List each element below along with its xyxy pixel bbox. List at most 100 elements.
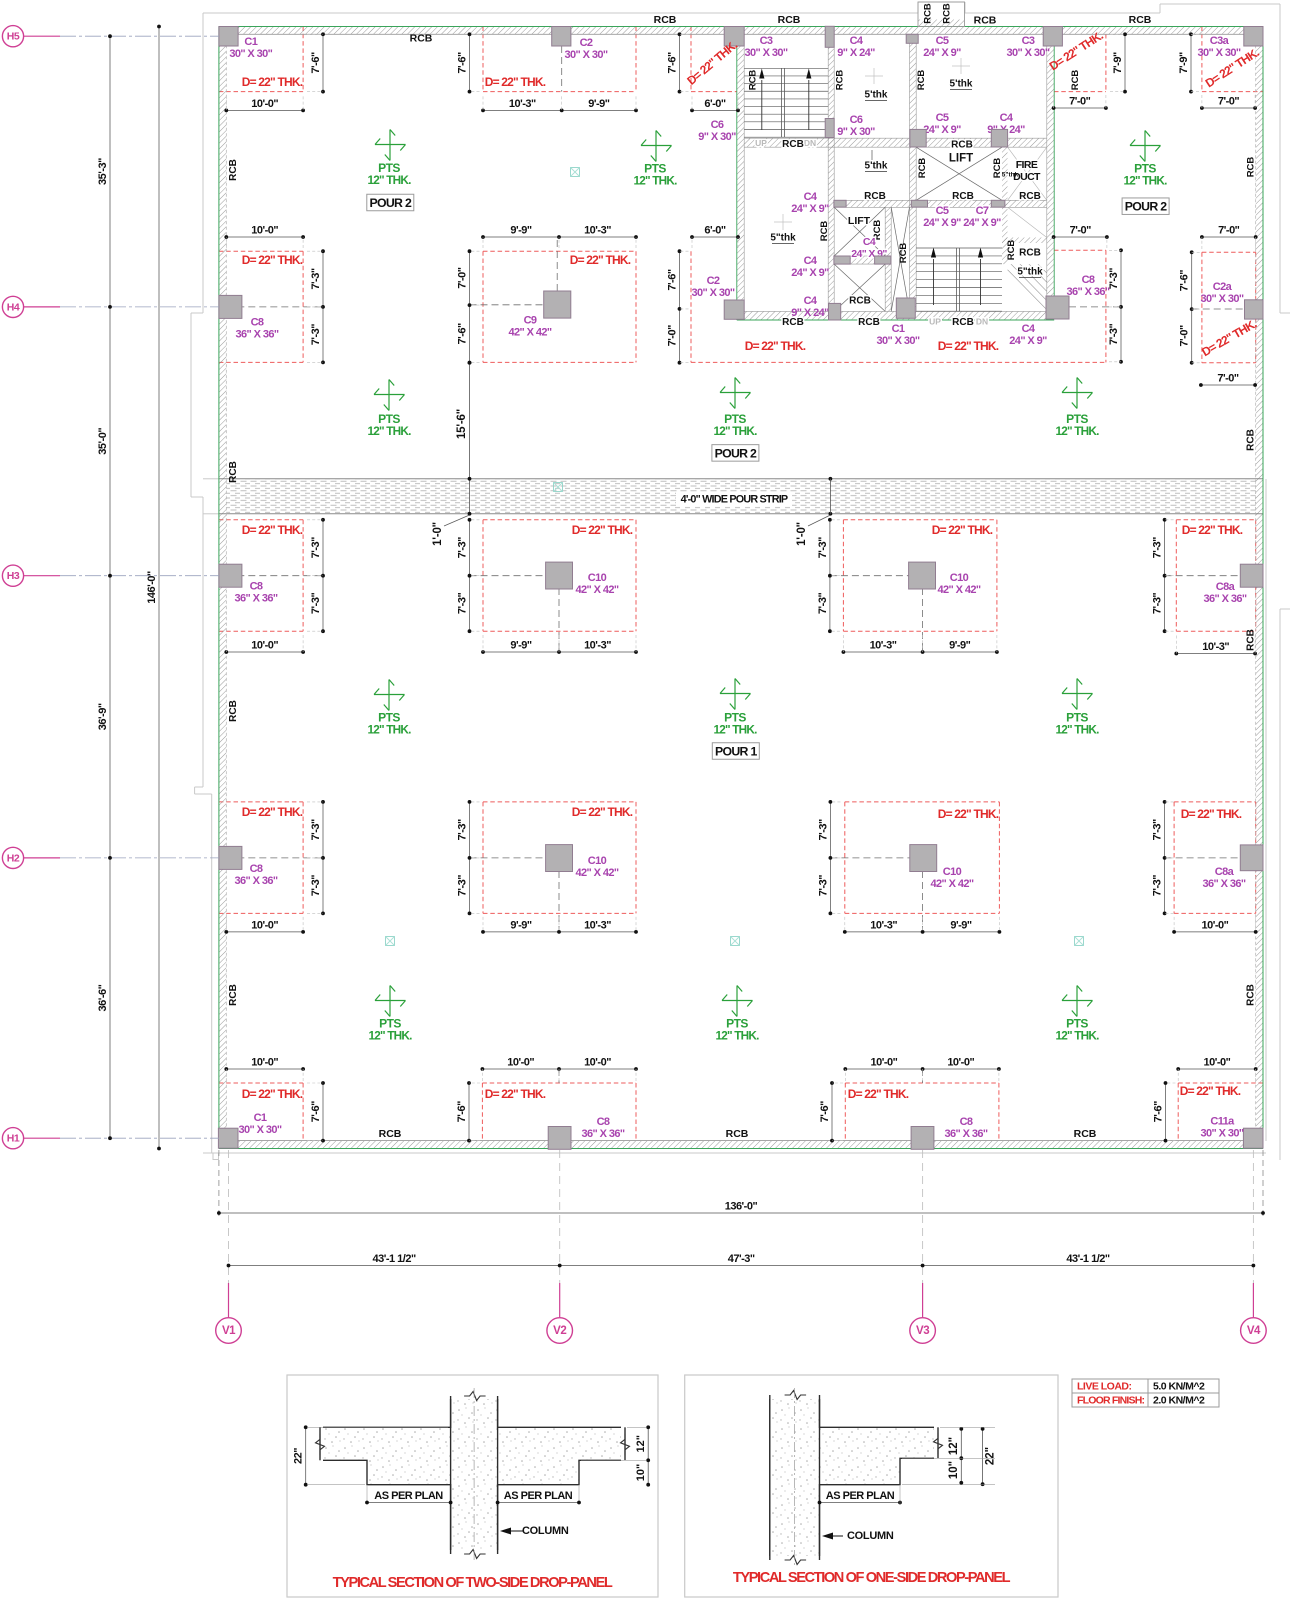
- svg-text:42" X 42": 42" X 42": [576, 584, 619, 596]
- svg-text:30" X 30": 30" X 30": [229, 48, 272, 60]
- svg-text:1'-0": 1'-0": [796, 522, 808, 546]
- svg-text:C4: C4: [1022, 323, 1036, 335]
- svg-text:12" THK.: 12" THK.: [1055, 424, 1099, 438]
- svg-text:7'-3": 7'-3": [310, 268, 322, 290]
- svg-text:136'-0": 136'-0": [725, 1201, 758, 1213]
- svg-text:RCB: RCB: [872, 220, 883, 241]
- svg-text:7'-3": 7'-3": [310, 537, 322, 559]
- svg-text:9" X 30": 9" X 30": [698, 131, 736, 143]
- svg-text:D= 22" THK.: D= 22" THK.: [1199, 317, 1259, 360]
- svg-text:RCB: RCB: [849, 296, 871, 307]
- svg-text:7'-6": 7'-6": [667, 269, 679, 291]
- svg-text:C1: C1: [244, 36, 257, 48]
- svg-text:D= 22" THK.: D= 22" THK.: [1181, 807, 1242, 821]
- svg-text:RCB: RCB: [992, 158, 1003, 179]
- svg-text:30" X 30": 30" X 30": [1007, 47, 1050, 59]
- svg-text:12" THK.: 12" THK.: [368, 1029, 412, 1043]
- svg-text:RCB: RCB: [1245, 429, 1256, 451]
- svg-text:H5: H5: [7, 31, 20, 43]
- svg-text:RCB: RCB: [654, 14, 677, 26]
- svg-text:RCB: RCB: [410, 33, 433, 45]
- svg-text:POUR 2: POUR 2: [1125, 200, 1167, 214]
- svg-text:7'-6": 7'-6": [667, 52, 679, 74]
- svg-text:12" THK.: 12" THK.: [1123, 174, 1167, 188]
- svg-text:D= 22" THK.: D= 22" THK.: [848, 1087, 909, 1101]
- svg-text:7'-3": 7'-3": [1108, 268, 1120, 290]
- svg-text:36" X 36": 36" X 36": [235, 593, 278, 605]
- svg-text:30" X 30": 30" X 30": [565, 49, 608, 61]
- svg-text:TYPICAL SECTION OF TWO-SIDE DR: TYPICAL SECTION OF TWO-SIDE DROP-PANEL: [333, 1575, 613, 1591]
- svg-text:RCB: RCB: [1006, 240, 1017, 261]
- svg-text:30" X 30": 30" X 30": [239, 1124, 282, 1136]
- svg-text:C9: C9: [524, 315, 537, 327]
- svg-text:9'-9": 9'-9": [510, 640, 532, 652]
- svg-text:36" X 36": 36" X 36": [945, 1128, 988, 1140]
- svg-text:D= 22" THK.: D= 22" THK.: [570, 253, 631, 267]
- svg-text:5'thk: 5'thk: [865, 161, 888, 172]
- svg-text:7'-3": 7'-3": [310, 875, 322, 897]
- svg-text:10": 10": [635, 1464, 647, 1481]
- svg-text:COLUMN: COLUMN: [847, 1530, 894, 1542]
- svg-text:36" X 36": 36" X 36": [1204, 593, 1247, 605]
- svg-text:10'-0": 10'-0": [871, 1057, 898, 1069]
- svg-text:RCB: RCB: [1019, 248, 1041, 259]
- svg-text:RCB: RCB: [228, 700, 239, 722]
- svg-text:RCB: RCB: [864, 191, 886, 202]
- svg-text:10'-0": 10'-0": [251, 1057, 278, 1069]
- svg-text:7'-3": 7'-3": [1152, 593, 1164, 615]
- svg-text:10'-3": 10'-3": [509, 98, 536, 110]
- svg-text:RCB: RCB: [748, 70, 759, 91]
- svg-text:36" X 36": 36" X 36": [236, 329, 279, 341]
- svg-text:D= 22" THK.: D= 22" THK.: [242, 523, 303, 537]
- svg-text:C4: C4: [804, 191, 818, 203]
- svg-text:10'-0": 10'-0": [251, 919, 278, 931]
- svg-text:C8: C8: [960, 1116, 973, 1128]
- svg-text:2.0 KN/M^2: 2.0 KN/M^2: [1153, 1395, 1205, 1407]
- svg-text:5"thk: 5"thk: [770, 233, 796, 244]
- svg-text:10'-3": 10'-3": [584, 225, 611, 237]
- svg-text:V2: V2: [553, 1325, 566, 1337]
- svg-text:PTS: PTS: [378, 711, 400, 725]
- svg-text:TYPICAL SECTION OF ONE-SIDE DR: TYPICAL SECTION OF ONE-SIDE DROP-PANEL: [733, 1570, 1011, 1586]
- svg-text:7'-9": 7'-9": [1112, 52, 1124, 74]
- svg-text:H3: H3: [7, 570, 20, 582]
- svg-text:C3: C3: [1022, 35, 1035, 47]
- svg-text:7'-3": 7'-3": [817, 819, 829, 841]
- svg-text:12" THK.: 12" THK.: [713, 723, 757, 737]
- svg-text:UP: UP: [929, 317, 941, 327]
- svg-text:7'-0": 7'-0": [667, 325, 679, 347]
- svg-text:C2a: C2a: [1213, 281, 1233, 293]
- svg-text:D= 22" THK.: D= 22" THK.: [242, 253, 303, 267]
- svg-text:C4: C4: [1000, 112, 1014, 124]
- svg-text:RCB: RCB: [782, 317, 804, 328]
- svg-text:7'-6": 7'-6": [456, 1101, 468, 1123]
- svg-text:9'-9": 9'-9": [949, 640, 971, 652]
- svg-text:D= 22" THK.: D= 22" THK.: [485, 75, 546, 89]
- svg-text:36'-6": 36'-6": [97, 984, 109, 1011]
- svg-text:22": 22": [985, 1447, 997, 1465]
- svg-text:RCB: RCB: [1245, 629, 1256, 651]
- svg-text:C5: C5: [936, 112, 949, 124]
- svg-text:C4: C4: [863, 236, 876, 248]
- svg-text:C5: C5: [936, 205, 949, 217]
- svg-text:C5: C5: [936, 35, 949, 47]
- svg-text:7'-3": 7'-3": [457, 593, 469, 615]
- svg-text:9'-9": 9'-9": [950, 919, 972, 931]
- svg-text:30" X 30": 30" X 30": [692, 287, 735, 299]
- svg-text:47'-3": 47'-3": [728, 1253, 755, 1265]
- svg-text:7'-6": 7'-6": [457, 52, 469, 74]
- svg-text:10'-0": 10'-0": [251, 640, 278, 652]
- svg-text:9" X 30": 9" X 30": [837, 126, 875, 138]
- svg-text:24" X 9": 24" X 9": [963, 217, 1001, 229]
- svg-text:36" X 36": 36" X 36": [582, 1128, 625, 1140]
- svg-text:PTS: PTS: [378, 412, 400, 426]
- svg-text:24" X 9": 24" X 9": [1009, 335, 1047, 347]
- svg-text:D= 22" THK.: D= 22" THK.: [242, 75, 303, 89]
- svg-text:H1: H1: [7, 1133, 20, 1145]
- svg-text:C6: C6: [850, 114, 863, 126]
- svg-text:12" THK.: 12" THK.: [1055, 1029, 1099, 1043]
- svg-text:DUCT: DUCT: [1013, 171, 1041, 183]
- svg-text:7'-6": 7'-6": [819, 1101, 831, 1123]
- svg-text:RCB: RCB: [951, 140, 973, 151]
- svg-text:PTS: PTS: [726, 1017, 748, 1031]
